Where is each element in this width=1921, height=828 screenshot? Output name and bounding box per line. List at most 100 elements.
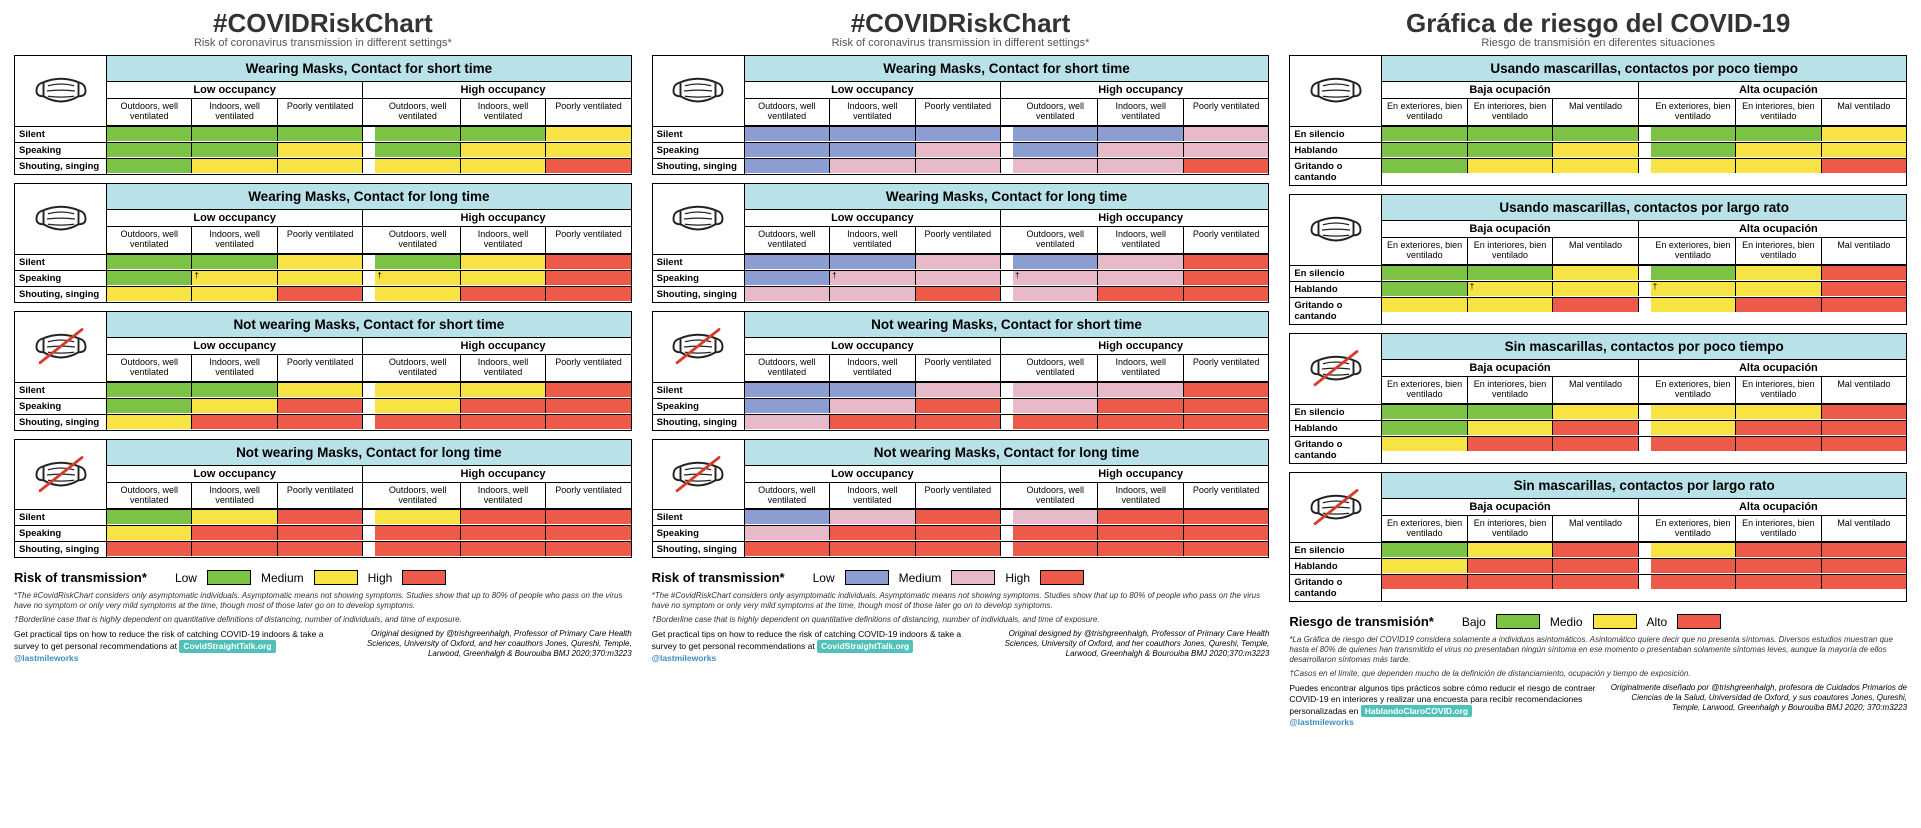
vent-header: Indoors, well ventilated [461, 99, 546, 126]
risk-cell [1736, 158, 1821, 173]
occupancy-header-high: Alta ocupación [1651, 360, 1906, 377]
occupancy-header-low: Baja ocupación [1382, 221, 1638, 238]
chart-panel-en-a: #COVIDRiskChart Risk of coronavirus tran… [6, 6, 640, 732]
risk-cell [375, 158, 460, 173]
vent-header: Mal ventilado [1553, 238, 1638, 265]
source-link-badge[interactable]: CovidStraightTalk.org [817, 640, 913, 653]
footnote-1: *La Gráfica de riesgo del COVID19 consid… [1289, 635, 1907, 665]
occupancy-header-high: High occupancy [375, 338, 630, 355]
risk-cell [1098, 270, 1183, 285]
mask-cell [653, 56, 745, 126]
risk-cell [1184, 126, 1268, 141]
row-label: Silent [15, 509, 107, 525]
vent-header: Outdoors, well ventilated [1013, 227, 1098, 254]
footnote-1: *The #CovidRiskChart considers only asym… [652, 591, 1270, 611]
twitter-handle[interactable]: @lastmileworks [1289, 717, 1354, 727]
row-label: Speaking [653, 525, 745, 541]
risk-cell [916, 270, 1001, 285]
risk-cell [1098, 126, 1183, 141]
source-link-badge[interactable]: HablandoClaroCOVID.org [1361, 705, 1472, 718]
risk-cell [278, 509, 363, 524]
source-link-badge[interactable]: CovidStraightTalk.org [179, 640, 275, 653]
risk-cell [1553, 436, 1638, 451]
risk-cell: † [1468, 281, 1553, 296]
occupancy-header-low: Baja ocupación [1382, 82, 1638, 99]
block-title: Not wearing Masks, Contact for short tim… [745, 312, 1269, 338]
vent-header: Poorly ventilated [546, 227, 630, 254]
risk-cell [1098, 414, 1183, 429]
legend-med-label: Medium [899, 571, 942, 585]
risk-cell [916, 126, 1001, 141]
risk-cell [375, 126, 460, 141]
vent-header: En exteriores, bien ventilado [1382, 377, 1467, 404]
risk-cell [375, 254, 460, 269]
vent-header: En exteriores, bien ventilado [1382, 516, 1467, 543]
risk-cell [1184, 158, 1268, 173]
chart-title: #COVIDRiskChart [14, 10, 632, 37]
twitter-handle[interactable]: @lastmileworks [652, 653, 717, 663]
legend-low-label: Bajo [1462, 615, 1486, 629]
row-label: Hablando [1290, 281, 1382, 297]
risk-cell [1553, 420, 1638, 435]
vent-header: En exteriores, bien ventilado [1651, 238, 1736, 265]
risk-cell [107, 126, 192, 141]
risk-block: Wearing Masks, Contact for long time Low… [14, 183, 632, 303]
occupancy-header-high: High occupancy [375, 466, 630, 483]
legend-title: Risk of transmission* [652, 570, 785, 585]
risk-cell [745, 414, 830, 429]
risk-cell [278, 525, 363, 540]
vent-header: Outdoors, well ventilated [375, 99, 460, 126]
risk-cell [745, 382, 830, 397]
vent-header: En interiores, bien ventilado [1736, 516, 1821, 543]
footer-attribution: Original designed by @trishgreenhalgh, P… [334, 629, 631, 663]
risk-cell [1098, 142, 1183, 157]
row-label: Speaking [653, 270, 745, 286]
risk-cell [1651, 558, 1736, 573]
row-label: Gritando o cantando [1290, 574, 1382, 601]
risk-cell: † [830, 270, 915, 285]
risk-block: Wearing Masks, Contact for short time Lo… [652, 55, 1270, 175]
risk-cell [745, 541, 830, 556]
risk-cell [1553, 297, 1638, 312]
risk-cell [546, 254, 630, 269]
risk-cell [1013, 142, 1098, 157]
row-label: Gritando o cantando [1290, 158, 1382, 185]
risk-cell [1013, 382, 1098, 397]
legend-med-label: Medium [261, 571, 304, 585]
risk-cell [916, 414, 1001, 429]
risk-cell [375, 286, 460, 301]
risk-cell [461, 270, 546, 285]
risk-cell [461, 286, 546, 301]
occupancy-header-low: Baja ocupación [1382, 360, 1638, 377]
risk-cell [375, 398, 460, 413]
risk-cell [107, 414, 192, 429]
risk-cell [1553, 265, 1638, 280]
risk-cell [916, 254, 1001, 269]
vent-header: Outdoors, well ventilated [745, 227, 830, 254]
risk-cell [1553, 158, 1638, 173]
risk-cell [461, 541, 546, 556]
row-label: Speaking [15, 398, 107, 414]
risk-cell [107, 286, 192, 301]
occupancy-header-high: High occupancy [1013, 82, 1268, 99]
row-label: Silent [653, 509, 745, 525]
vent-header: Mal ventilado [1822, 516, 1906, 543]
row-label: Gritando o cantando [1290, 436, 1382, 463]
vent-header: Poorly ventilated [1184, 227, 1268, 254]
twitter-handle[interactable]: @lastmileworks [14, 653, 79, 663]
block-title: Sin mascarillas, contactos por poco tiem… [1382, 334, 1906, 360]
occupancy-header-low: Low occupancy [107, 466, 363, 483]
occupancy-header-high: High occupancy [375, 210, 630, 227]
legend: Risk of transmission* Low Medium High [14, 570, 632, 585]
vent-header: Mal ventilado [1822, 377, 1906, 404]
mask-icon [32, 70, 90, 112]
legend-med-swatch [951, 570, 995, 585]
row-label: Silent [653, 382, 745, 398]
no-mask-icon [1307, 487, 1365, 529]
risk-cell [1736, 404, 1821, 419]
risk-cell [1382, 158, 1467, 173]
risk-cell [1013, 158, 1098, 173]
row-label: Shouting, singing [653, 158, 745, 174]
risk-cell [1382, 281, 1467, 296]
legend-low-swatch [1496, 614, 1540, 629]
